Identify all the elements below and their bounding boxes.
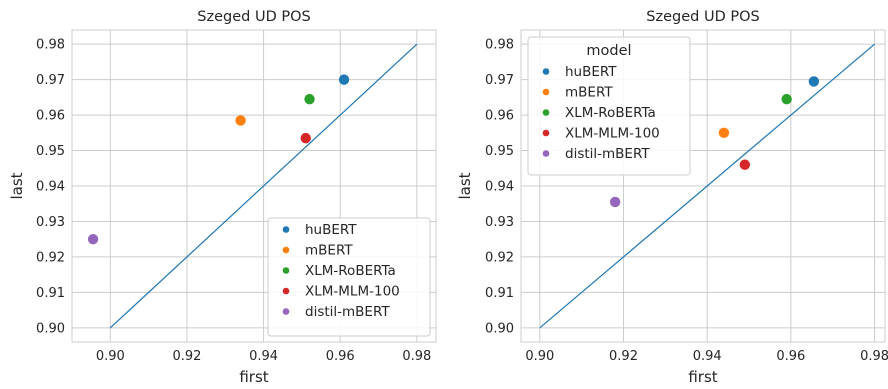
x-tick-label: 0.90 [96, 349, 125, 364]
y-tick-label: 0.90 [36, 321, 65, 336]
y-tick-label: 0.97 [485, 73, 514, 88]
legend-label: XLM-RoBERTa [305, 263, 396, 279]
point-xlm-roberta [781, 93, 792, 105]
legend-label: mBERT [565, 85, 613, 101]
diagonal-line [539, 43, 875, 329]
y-tick-label: 0.93 [36, 215, 65, 230]
y-tick-label: 0.91 [485, 286, 514, 301]
legend-title: model [586, 43, 631, 59]
point-xlm-mlm-100 [739, 159, 751, 170]
y-tick-label: 0.98 [36, 38, 65, 53]
legend-label: XLM-MLM-100 [565, 126, 660, 142]
point-hubert [808, 76, 820, 87]
legend-marker [282, 246, 290, 254]
chart-title: Szeged UD POS [646, 9, 759, 25]
y-tick-label: 0.95 [485, 144, 514, 159]
legend-label: huBERT [305, 222, 357, 238]
legend-label: distil-mBERT [565, 146, 650, 162]
x-tick-label: 0.98 [860, 349, 888, 364]
chart-left: 0.90 0.92 0.94 0.96 0.98 0.900.910.920.930.9… [8, 9, 437, 386]
legend-label: mBERT [305, 243, 353, 259]
y-axis-label: last [8, 172, 26, 199]
x-tick-label: 0.90 [525, 349, 554, 364]
x-tick-label: 0.94 [249, 349, 278, 364]
y-tick-label: 0.94 [36, 180, 65, 195]
y-tick-labels: 0.90 0.91 0.92 0.93 0.94 0.95 0.96 0.97 0.98 [36, 38, 65, 337]
point-xlm-roberta [304, 93, 315, 105]
y-tick-label: 0.96 [485, 109, 514, 124]
x-axis-label: first [688, 368, 717, 386]
legend-marker [542, 129, 550, 137]
legend-marker [542, 109, 550, 116]
legend-marker [542, 88, 550, 96]
legend-marker [542, 68, 550, 75]
y-axis-label: last [456, 172, 474, 199]
point-distil-mbert [609, 196, 621, 208]
y-tick-label: 0.98 [485, 38, 514, 53]
point-mbert [718, 127, 730, 139]
y-tick-label: 0.94 [485, 180, 514, 195]
y-tick-label: 0.92 [36, 250, 65, 265]
x-tick-labels: 0.90 0.92 0.94 0.96 0.98 [96, 349, 431, 364]
legend-marker [282, 287, 290, 295]
legend-label: XLM-MLM-100 [305, 284, 400, 300]
legend: huBERT mBERT XLM-RoBERTa XLM-MLM-100 distil-… [267, 217, 431, 337]
legend-marker [282, 226, 290, 233]
legend-marker [542, 150, 550, 157]
diagonal-line [109, 43, 418, 329]
x-tick-label: 0.92 [172, 349, 201, 364]
y-tick-label: 0.90 [485, 321, 514, 336]
legend: model huBERT mBERT XLM-RoBERTa XLM-MLM-100 di… [527, 36, 691, 176]
y-tick-label: 0.95 [36, 144, 65, 159]
y-tick-label: 0.97 [36, 73, 65, 88]
y-tick-label: 0.96 [36, 109, 65, 124]
point-distil-mbert [87, 233, 99, 245]
y-tick-label: 0.93 [485, 215, 514, 230]
legend-marker [282, 308, 290, 315]
legend-frame [267, 217, 431, 337]
legend-marker [282, 267, 290, 274]
legend-label: XLM-RoBERTa [565, 105, 656, 121]
points [87, 74, 350, 245]
x-axis-label: first [239, 368, 268, 386]
x-tick-label: 0.96 [776, 349, 805, 364]
point-hubert [338, 74, 350, 85]
chart-right: 0.90 0.92 0.94 0.96 0.98 0.900.910.920.930.9… [456, 9, 888, 386]
point-mbert [235, 115, 246, 126]
x-tick-label: 0.94 [693, 349, 722, 364]
x-tick-label: 0.96 [326, 349, 355, 364]
x-tick-labels: 0.90 0.92 0.94 0.96 0.98 [525, 349, 888, 364]
legend-frame [527, 36, 691, 176]
x-tick-label: 0.98 [402, 349, 431, 364]
chart-title: Szeged UD POS [197, 9, 310, 25]
y-tick-label: 0.92 [485, 250, 514, 265]
y-tick-label: 0.91 [36, 286, 65, 301]
point-xlm-mlm-100 [300, 132, 311, 144]
legend-label: distil-mBERT [305, 304, 390, 320]
points [609, 76, 820, 208]
x-tick-label: 0.92 [609, 349, 638, 364]
y-tick-labels: 0.90 0.91 0.92 0.93 0.94 0.95 0.96 0.97 0.98 [485, 38, 514, 337]
legend-label: huBERT [565, 64, 617, 80]
